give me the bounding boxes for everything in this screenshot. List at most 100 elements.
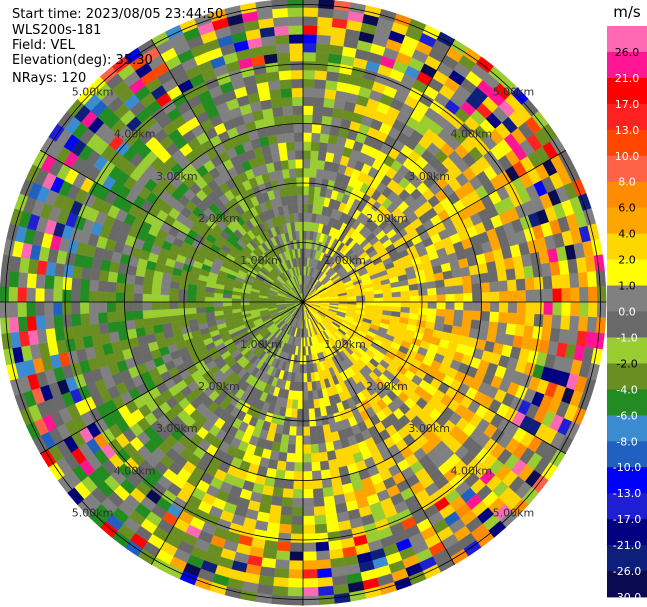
velocity-gate xyxy=(178,288,188,297)
colorbar-tick-label: -4.0 xyxy=(616,383,637,396)
velocity-gate xyxy=(292,96,304,107)
velocity-gate xyxy=(427,287,437,296)
velocity-gate xyxy=(472,301,482,312)
velocity-gate xyxy=(291,87,304,98)
velocity-gate xyxy=(302,185,310,196)
velocity-gate xyxy=(317,16,334,27)
velocity-gate xyxy=(72,265,83,279)
velocity-gate xyxy=(302,16,319,26)
velocity-gate xyxy=(195,306,206,314)
velocity-gate xyxy=(286,150,296,161)
velocity-gate xyxy=(88,312,99,325)
velocity-gate xyxy=(318,0,335,10)
velocity-gate xyxy=(409,295,420,303)
range-ring-label: 5.00km xyxy=(72,506,114,519)
velocity-gate xyxy=(470,319,481,331)
velocity-gate xyxy=(315,43,331,54)
velocity-gate xyxy=(296,408,304,419)
velocity-gate xyxy=(133,301,143,312)
velocity-gate xyxy=(178,307,188,316)
velocity-gate xyxy=(222,301,232,307)
velocity-gate xyxy=(324,504,337,516)
velocity-gate xyxy=(481,301,491,312)
velocity-gate xyxy=(453,285,464,295)
velocity-gate xyxy=(269,504,282,516)
velocity-gate xyxy=(97,291,108,303)
velocity-gate xyxy=(314,514,327,525)
velocity-gate xyxy=(289,542,304,553)
velocity-gate xyxy=(302,167,311,178)
velocity-gate xyxy=(286,595,304,606)
velocity-gate xyxy=(269,143,280,154)
velocity-gate xyxy=(294,444,304,454)
velocity-gate xyxy=(293,471,304,481)
velocity-gate xyxy=(290,524,304,535)
velocity-gate xyxy=(453,309,464,319)
velocity-gate xyxy=(516,290,527,303)
velocity-gate xyxy=(287,159,297,170)
velocity-gate xyxy=(160,308,171,318)
velocity-gate xyxy=(578,316,589,333)
velocity-gate xyxy=(293,123,304,133)
velocity-gate xyxy=(313,497,325,508)
velocity-gate xyxy=(543,301,554,316)
velocity-gate xyxy=(8,301,18,318)
velocity-gate xyxy=(271,151,281,163)
range-ring-label: 5.00km xyxy=(72,86,114,99)
velocity-gate xyxy=(291,78,304,89)
velocity-gate xyxy=(61,301,72,315)
velocity-gate xyxy=(316,34,332,45)
velocity-gate xyxy=(551,314,562,330)
velocity-gate xyxy=(317,577,334,588)
velocity-gate xyxy=(325,79,339,91)
velocity-gate xyxy=(1,254,13,272)
velocity-gate xyxy=(8,271,20,288)
velocity-gate xyxy=(1,332,13,350)
velocity-gate xyxy=(317,585,334,597)
velocity-gate xyxy=(318,594,335,606)
velocity-gate xyxy=(588,301,598,318)
velocity-gate xyxy=(277,532,292,543)
velocity-gate xyxy=(534,301,545,315)
velocity-gate xyxy=(302,471,313,481)
velocity-gate xyxy=(561,301,571,317)
velocity-gate xyxy=(315,425,325,436)
velocity-gate xyxy=(204,296,215,303)
velocity-gate xyxy=(274,559,290,570)
velocity-gate xyxy=(62,276,73,291)
velocity-gate xyxy=(507,312,518,325)
velocity-gate xyxy=(480,282,491,293)
velocity-gate xyxy=(274,469,286,480)
velocity-gate xyxy=(295,159,304,169)
velocity-gate xyxy=(302,43,317,53)
velocity-gate xyxy=(267,513,281,525)
velocity-gate xyxy=(542,314,553,329)
velocity-gate xyxy=(284,186,292,197)
velocity-gate xyxy=(280,506,293,517)
velocity-gate xyxy=(160,301,170,310)
velocity-gate xyxy=(297,194,304,205)
velocity-gate xyxy=(97,312,108,324)
velocity-gate xyxy=(296,176,304,187)
velocity-gate xyxy=(271,0,288,10)
velocity-gate xyxy=(306,372,312,383)
velocity-gate xyxy=(282,105,294,116)
velocity-gate xyxy=(286,141,296,152)
velocity-gate xyxy=(426,280,437,290)
velocity-gate xyxy=(324,88,337,100)
velocity-gate xyxy=(273,478,285,489)
velocity-gate xyxy=(496,322,508,335)
velocity-gate xyxy=(115,292,125,303)
velocity-gate xyxy=(308,185,316,196)
velocity-gate xyxy=(125,319,136,331)
velocity-gate xyxy=(270,495,283,507)
velocity-gate xyxy=(187,313,198,321)
velocity-gate xyxy=(302,78,315,89)
velocity-gate xyxy=(26,301,36,317)
velocity-gate xyxy=(44,314,55,330)
colorbar-tick-label: 26.0 xyxy=(615,46,640,59)
velocity-gate xyxy=(505,268,517,281)
velocity-gate xyxy=(569,272,580,289)
velocity-gate xyxy=(400,306,411,314)
colorbar-tick-label: -2.0 xyxy=(616,357,637,370)
